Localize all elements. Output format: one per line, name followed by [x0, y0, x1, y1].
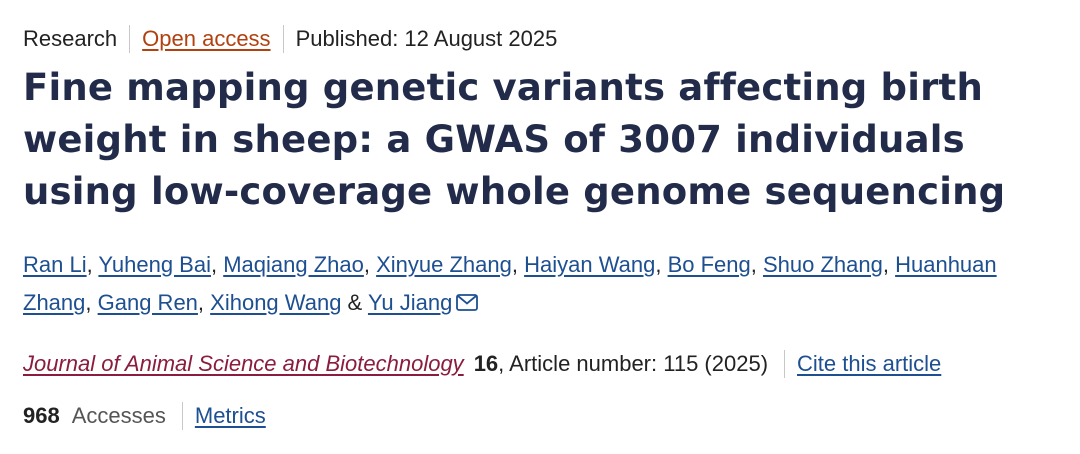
divider — [282, 25, 284, 53]
article-title: Fine mapping genetic variants affecting … — [23, 66, 1006, 213]
author-link[interactable]: Huanhuan Zhang — [23, 252, 997, 315]
article-type: Research — [23, 26, 118, 51]
author-link[interactable]: Maqiang Zhao — [223, 252, 364, 277]
author-separator: , — [882, 252, 896, 277]
metrics-link[interactable]: Metrics — [194, 403, 266, 428]
author-link[interactable]: Bo Feng — [667, 252, 751, 277]
article-meta: Research Open access Published: 12 Augus… — [23, 22, 1063, 56]
author-link[interactable]: Xinyue Zhang — [376, 252, 512, 277]
divider — [181, 402, 183, 430]
accesses-count: 968 — [23, 403, 60, 428]
author-link[interactable]: Haiyan Wang — [524, 252, 656, 277]
author-link[interactable]: Ran Li — [23, 252, 87, 277]
author-separator: , — [85, 290, 98, 315]
divider — [784, 350, 786, 378]
article-number: , Article number: 115 (2025) — [498, 351, 769, 376]
author-separator: , — [655, 252, 668, 277]
cite-this-article-link[interactable]: Cite this article — [797, 351, 942, 376]
published-date: Published: 12 August 2025 — [295, 26, 558, 51]
author-link[interactable]: Yuheng Bai — [98, 252, 211, 277]
access-stats: 968 Accesses Metrics — [23, 399, 1063, 433]
author-separator: , — [210, 252, 224, 277]
open-access-link[interactable]: Open access — [142, 26, 271, 51]
journal-link[interactable]: Journal of Animal Science and Biotechnol… — [23, 351, 464, 376]
author-separator: , — [363, 252, 377, 277]
article-header: Research Open access Published: 12 Augus… — [23, 22, 1063, 433]
journal-volume: 16 — [473, 351, 499, 376]
author-link[interactable]: Shuo Zhang — [762, 252, 883, 277]
author-separator: , — [86, 252, 99, 277]
author-link[interactable]: Yu Jiang — [367, 290, 453, 315]
author-separator: , — [511, 252, 525, 277]
author-link[interactable]: Gang Ren — [97, 290, 198, 315]
author-separator: , — [197, 290, 211, 315]
accesses-label: Accesses — [71, 403, 166, 428]
mail-icon[interactable] — [456, 285, 479, 323]
author-list: Ran Li, Yuheng Bai, Maqiang Zhao, Xinyue… — [23, 246, 1063, 323]
citation-row: Journal of Animal Science and Biotechnol… — [23, 347, 1063, 381]
divider — [129, 25, 131, 53]
author-link[interactable]: Xihong Wang — [210, 290, 342, 315]
author-separator: , — [750, 252, 763, 277]
author-separator: & — [341, 290, 368, 315]
